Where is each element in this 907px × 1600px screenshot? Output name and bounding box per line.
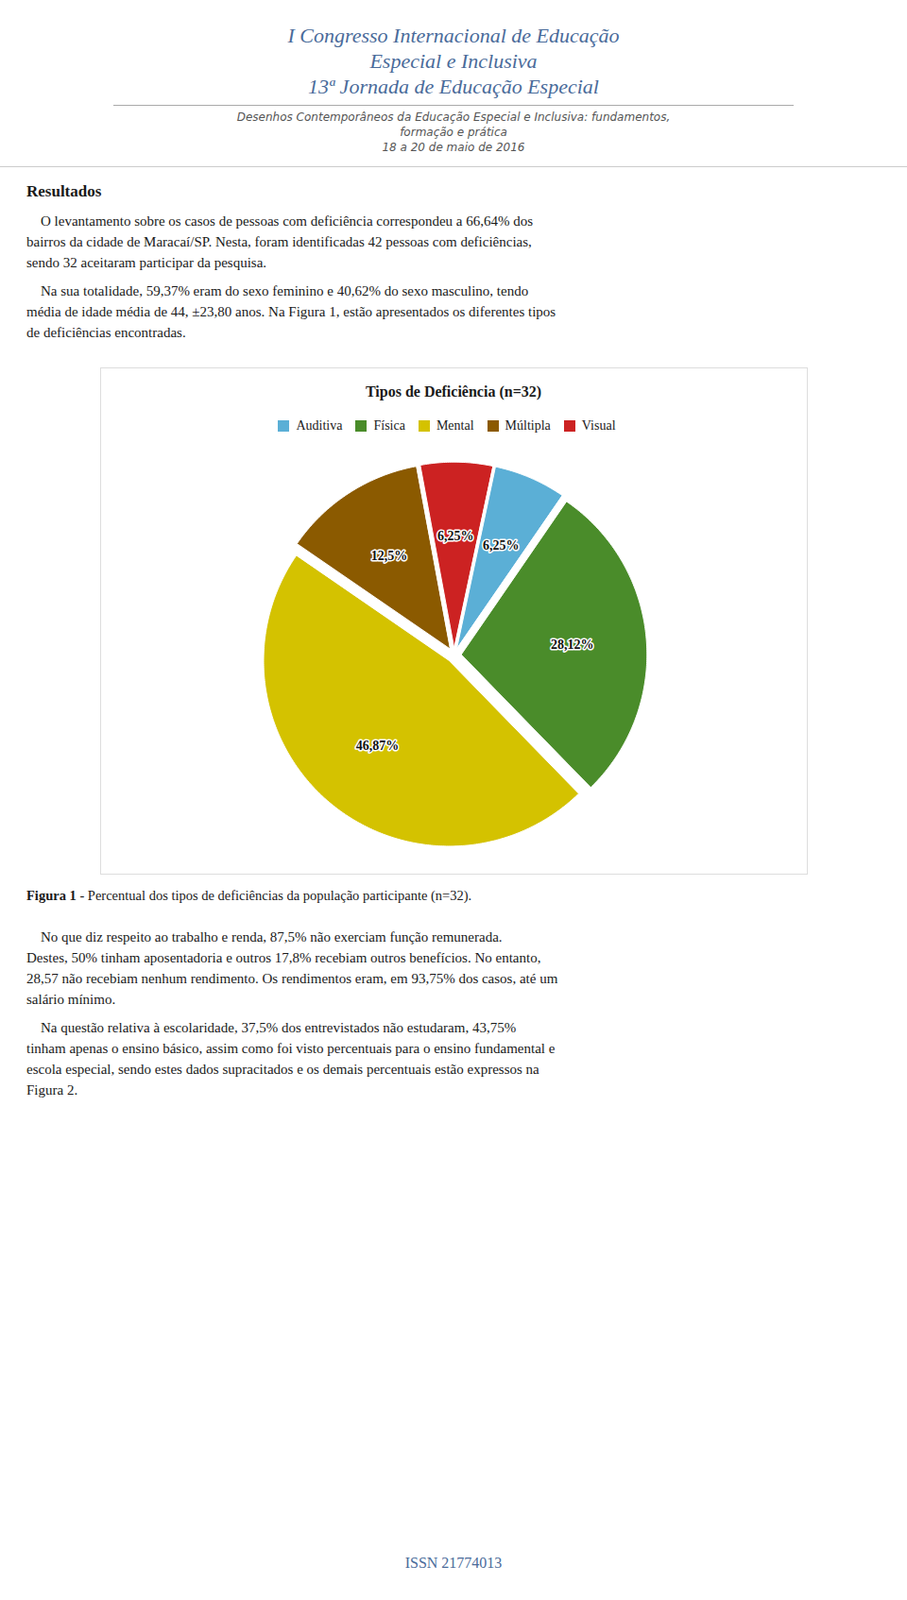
html-text:Tipos de Deficiência (n=32): Tipos de Deficiência (n=32) (365, 383, 542, 400)
html-text:de deficiências encontradas.: de deficiências encontradas. (26, 325, 186, 341)
svg-text:12,5%: 12,5% (371, 548, 409, 564)
svg-text:6,25%: 6,25% (482, 538, 520, 553)
html-text:No que diz respeito ao trabalh: No que diz respeito ao trabalho e renda,… (26, 929, 503, 945)
html-text:Mental: Mental (436, 418, 474, 433)
html-text:13ª Jornada de Educação Especi: 13ª Jornada de Educação Especial (308, 74, 599, 99)
html-text:média de idade média de 44, ±2: média de idade média de 44, ±23,80 anos.… (26, 304, 556, 320)
html-text:Auditiva: Auditiva (296, 418, 343, 433)
html-text:salário mínimo.: salário mínimo. (26, 992, 116, 1008)
html-text:escola especial, sendo estes d: escola especial, sendo estes dados supra… (26, 1061, 540, 1078)
html-text:tinham apenas o ensino básico,: tinham apenas o ensino básico, assim com… (26, 1041, 555, 1057)
html-text:Desenhos Contemporâneos da Edu: Desenhos Contemporâneos da Educação Espe… (236, 110, 671, 124)
html-text:18 a 20 de maio de 2016: 18 a 20 de maio de 2016 (382, 140, 525, 155)
html-text:Na sua totalidade, 59,37% eram: Na sua totalidade, 59,37% eram do sexo f… (26, 283, 529, 299)
html-text:sendo 32 aceitaram participar: sendo 32 aceitaram participar da pesquis… (26, 255, 267, 271)
svg-text:6,25%: 6,25% (437, 529, 475, 544)
html-text:bairros da cidade de Maracaí/S: bairros da cidade de Maracaí/SP. Nesta, … (26, 234, 532, 250)
html-text:Especial e Inclusiva: Especial e Inclusiva (369, 49, 538, 73)
svg-text:46,87%: 46,87% (356, 738, 400, 753)
html-text:Destes, 50% tinham aposentador: Destes, 50% tinham aposentadoria e outro… (26, 950, 541, 966)
html-text:28,57 não recebiam nenhum rend: 28,57 não recebiam nenhum rendimento. Os… (26, 971, 558, 987)
html-text:Figura 2.: Figura 2. (26, 1082, 78, 1098)
html-text:ISSN 21774013: ISSN 21774013 (405, 1555, 502, 1572)
html-text:O levantamento sobre os casos: O levantamento sobre os casos de pessoas… (26, 213, 533, 229)
svg-text:28,12%: 28,12% (550, 637, 595, 652)
html-text:Na questão relativa à escolari: Na questão relativa à escolaridade, 37,5… (26, 1020, 517, 1036)
html-text:Física: Física (373, 418, 406, 433)
html-text:formação e prática: formação e prática (399, 125, 508, 139)
html-text:Visual: Visual (581, 418, 616, 433)
html-text:Figura 1 - Percentual dos tipo: Figura 1 - Percentual dos tipos de defic… (26, 888, 472, 904)
html-text:Resultados: Resultados (26, 182, 102, 201)
html-text:I Congresso Internacional de E: I Congresso Internacional de Educação (287, 23, 620, 48)
html-text:Múltipla: Múltipla (505, 418, 551, 433)
